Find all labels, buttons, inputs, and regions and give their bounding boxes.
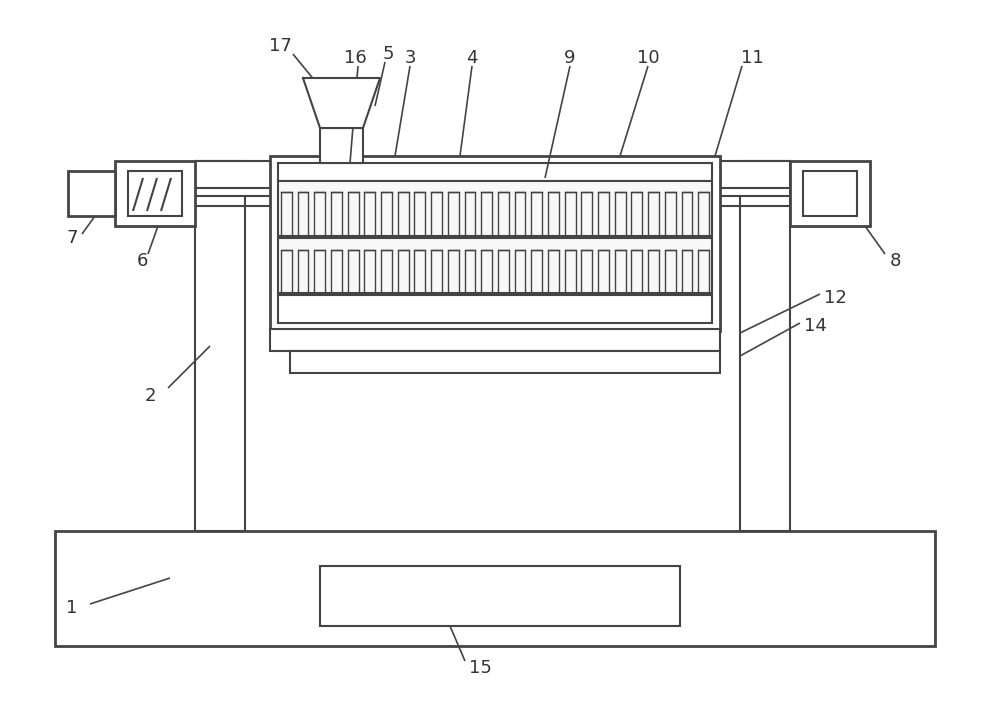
Bar bbox=[195, 161, 790, 196]
Bar bbox=[320, 128, 363, 163]
Text: 4: 4 bbox=[466, 49, 478, 67]
Bar bbox=[195, 161, 245, 531]
Bar bbox=[790, 161, 870, 226]
Text: 5: 5 bbox=[382, 45, 394, 63]
Bar bbox=[278, 238, 712, 293]
Bar bbox=[128, 171, 182, 216]
Bar bbox=[278, 295, 712, 323]
Bar bbox=[270, 156, 720, 331]
Text: 16: 16 bbox=[344, 49, 366, 67]
Bar bbox=[290, 351, 720, 373]
Bar bbox=[740, 161, 790, 531]
Text: 3: 3 bbox=[404, 49, 416, 67]
Text: 7: 7 bbox=[66, 229, 78, 247]
Bar bbox=[278, 163, 712, 181]
Text: 6: 6 bbox=[136, 252, 148, 270]
Text: 2: 2 bbox=[144, 387, 156, 405]
Bar bbox=[68, 171, 115, 216]
Text: 8: 8 bbox=[889, 252, 901, 270]
Text: 1: 1 bbox=[66, 599, 78, 617]
Bar bbox=[270, 329, 720, 351]
Text: 12: 12 bbox=[824, 289, 846, 307]
Text: 15: 15 bbox=[469, 659, 491, 677]
Bar bbox=[115, 161, 195, 226]
Polygon shape bbox=[303, 78, 380, 128]
Text: 10: 10 bbox=[637, 49, 659, 67]
Text: 11: 11 bbox=[741, 49, 763, 67]
Text: 17: 17 bbox=[269, 37, 291, 55]
Bar bbox=[803, 171, 857, 216]
Bar bbox=[320, 566, 680, 626]
Text: 14: 14 bbox=[804, 317, 826, 335]
Bar bbox=[278, 181, 712, 236]
Bar bbox=[55, 531, 935, 646]
Text: 9: 9 bbox=[564, 49, 576, 67]
